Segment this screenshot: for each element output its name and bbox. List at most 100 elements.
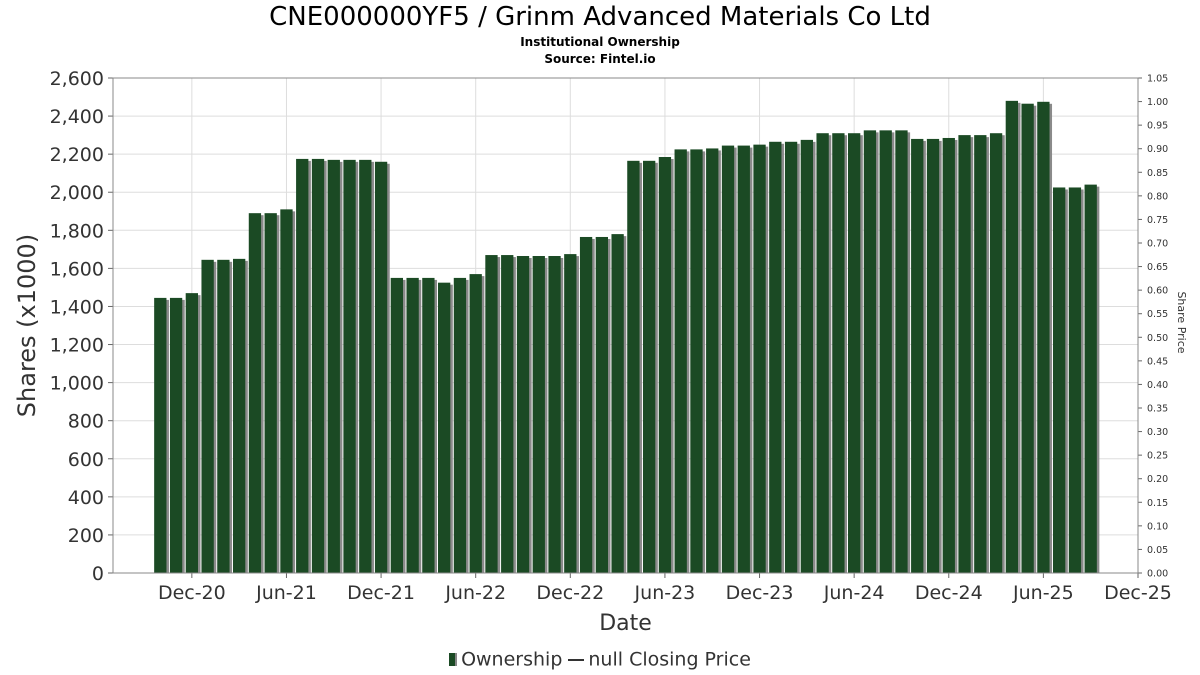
ownership-bar (264, 213, 277, 573)
x-tick-label: Dec-20 (158, 582, 226, 604)
ownership-bar (516, 256, 530, 573)
x-tick-label: Dec-21 (347, 582, 415, 604)
y-tick-label: 200 (68, 525, 104, 547)
y-tick-label: 2,200 (50, 144, 104, 166)
chart-subtitle-ownership: Institutional Ownership (520, 35, 680, 49)
ownership-bar (1005, 100, 1018, 573)
ownership-bar (422, 277, 435, 573)
y2-tick-label: 0.55 (1147, 309, 1168, 320)
ownership-bar (974, 135, 987, 573)
ownership-bar (485, 255, 498, 574)
y2-tick-label: 0.65 (1147, 262, 1168, 273)
ownership-bar (784, 141, 798, 573)
y2-tick-label: 0.20 (1147, 474, 1168, 485)
ownership-bar (280, 209, 293, 573)
ownership-bar (579, 236, 593, 573)
ownership-bar (627, 160, 640, 573)
y2-tick-label: 0.30 (1147, 427, 1168, 438)
y-tick-label: 1,200 (50, 335, 104, 357)
ownership-bar (753, 144, 766, 573)
price-legend-swatch (568, 658, 585, 661)
y2-tick-label: 0.60 (1147, 286, 1168, 297)
x-tick-label: Dec-23 (726, 582, 794, 604)
y2-tick-label: 0.85 (1147, 168, 1168, 179)
y-tick-label: 2,600 (50, 68, 104, 90)
y2-tick-label: 0.05 (1147, 545, 1168, 556)
ownership-bar (911, 138, 924, 573)
ownership-bar (595, 236, 608, 573)
ownership-bar (769, 141, 782, 573)
y2-tick-label: 0.50 (1147, 333, 1168, 344)
ownership-bar (564, 254, 577, 573)
y2-tick-label: 0.00 (1147, 569, 1168, 580)
x-tick-label: Jun-24 (823, 582, 885, 604)
ownership-bar (863, 130, 877, 573)
ownership-bar (548, 256, 561, 573)
ownership-bar (1037, 101, 1050, 573)
y-tick-label: 2,000 (50, 182, 104, 204)
ownership-legend-label: Ownership (461, 648, 563, 671)
ownership-bar (989, 133, 1003, 573)
y-tick-label: 400 (68, 487, 104, 509)
ownership-bar (816, 133, 829, 573)
ownership-bar (501, 255, 514, 574)
y2-tick-label: 0.75 (1147, 215, 1168, 226)
ownership-bar (390, 277, 403, 573)
ownership-legend-swatch (449, 653, 458, 666)
chart-legend: Ownership null Closing Price (0, 648, 1200, 671)
y2-tick-label: 0.45 (1147, 356, 1168, 367)
ownership-bar (721, 145, 735, 573)
ownership-bar (879, 130, 892, 573)
y-tick-label: 2,400 (50, 106, 104, 128)
ownership-bar (658, 157, 672, 573)
x-tick-label: Jun-23 (634, 582, 696, 604)
y2-tick-label: 0.15 (1147, 498, 1168, 509)
ownership-bar (674, 149, 687, 573)
ownership-bar (311, 158, 325, 574)
plot-border (112, 77, 1139, 574)
y-tick-label: 1,400 (50, 296, 104, 318)
ownership-bar (532, 256, 545, 573)
ownership-bar (169, 297, 183, 573)
y2-tick-label: 0.80 (1147, 191, 1168, 202)
chart-subtitle-source: Source: Fintel.io (544, 52, 656, 66)
y-tick-label: 1,800 (50, 220, 104, 242)
ownership-bar (1053, 187, 1066, 573)
x-tick-label: Jun-22 (444, 582, 506, 604)
ownership-bar (233, 258, 246, 573)
ownership-bar (611, 234, 624, 573)
ownership-bar (343, 159, 356, 573)
ownership-bar (643, 160, 656, 573)
ownership-bar (469, 274, 482, 573)
ownership-bar (438, 282, 451, 573)
ownership-bar (690, 149, 703, 573)
chart-title: CNE000000YF5 / Grinm Advanced Materials … (269, 2, 931, 32)
x-tick-label: Dec-25 (1104, 582, 1172, 604)
ownership-bar (359, 159, 372, 573)
ownership-bar (706, 148, 719, 573)
ownership-bar (1068, 187, 1082, 573)
ownership-bar (453, 277, 467, 573)
y-tick-label: 0 (92, 563, 104, 585)
ownership-bar (848, 133, 861, 573)
ownership-bar (185, 293, 198, 573)
y2-tick-label: 0.25 (1147, 451, 1168, 462)
y2-tick-label: 0.70 (1147, 239, 1168, 250)
y2-tick-label: 0.35 (1147, 404, 1168, 415)
y2-tick-label: 0.40 (1147, 380, 1168, 391)
y2-tick-label: 1.05 (1147, 74, 1168, 85)
ownership-bar (201, 259, 214, 573)
ownership-bar (895, 130, 908, 573)
ownership-bar (832, 133, 845, 573)
ownership-bar (926, 138, 940, 573)
y-axis-title: Shares (x1000) (13, 234, 41, 417)
x-tick-label: Jun-25 (1012, 582, 1074, 604)
ownership-bar (737, 145, 750, 573)
ownership-bar (327, 159, 340, 573)
y2-tick-label: 0.10 (1147, 521, 1168, 532)
price-legend-label: null Closing Price (588, 648, 751, 671)
y2-tick-label: 0.95 (1147, 121, 1168, 132)
y-tick-label: 600 (68, 449, 104, 471)
x-tick-label: Dec-22 (536, 582, 604, 604)
ownership-bar (406, 277, 419, 573)
